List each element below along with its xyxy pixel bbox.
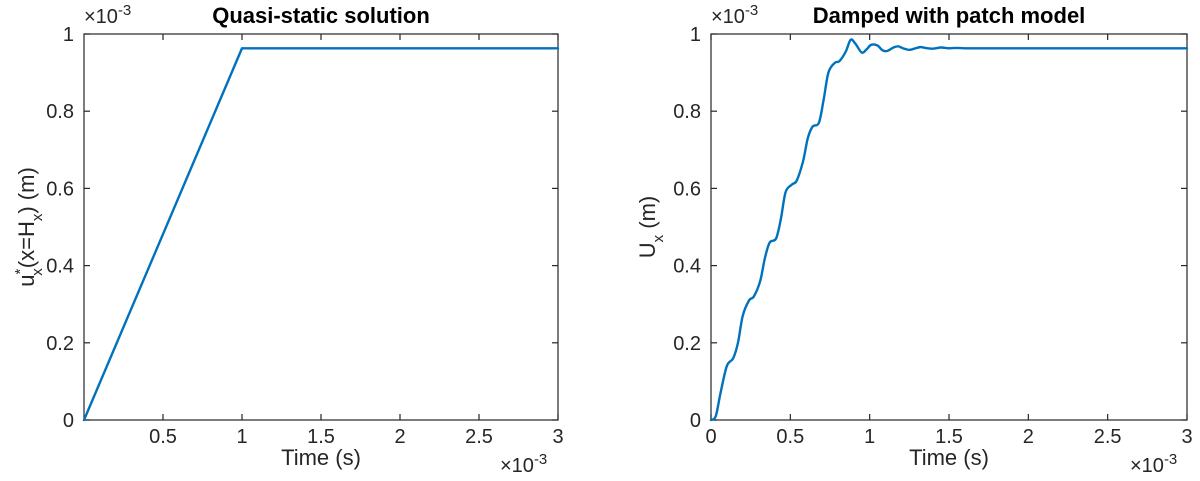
y-tick-label: 0.4 bbox=[46, 256, 74, 278]
y-tick-label: 1 bbox=[690, 24, 701, 46]
plot-area bbox=[83, 33, 559, 421]
y-tick-label: 0.4 bbox=[673, 256, 701, 278]
chart-title: Damped with patch model bbox=[813, 3, 1086, 28]
x-tick-label: 2.5 bbox=[1094, 426, 1122, 448]
x-tick-labels: 0.5 1 1.5 2 2.5 3 bbox=[149, 426, 563, 448]
y-tick-label: 0 bbox=[690, 410, 701, 432]
x-tick-label: 1 bbox=[864, 426, 875, 448]
x-tick-labels: 0 0.5 1 1.5 2 2.5 3 bbox=[705, 426, 1192, 448]
y-tick-labels: 0 0.2 0.4 0.6 0.8 1 bbox=[673, 24, 701, 432]
chart-damped-patch: Damped with patch model 0 0.5 1 1.5 2 2.5 3 00… bbox=[635, 2, 1193, 477]
tick-marks bbox=[710, 33, 1188, 421]
y-tick-label: 0 bbox=[63, 410, 74, 432]
x-tick-label: 3 bbox=[552, 426, 563, 448]
x-exponent-label: ×10-3 bbox=[1130, 451, 1177, 477]
y-tick-label: 0.8 bbox=[673, 101, 701, 123]
y-tick-label: 0.6 bbox=[46, 178, 74, 200]
x-tick-label: 1 bbox=[236, 426, 247, 448]
x-axis-label: Time (s) bbox=[909, 445, 989, 470]
x-tick-label: 1.5 bbox=[307, 426, 335, 448]
series-line bbox=[82, 47, 560, 422]
y-tick-label: 0.2 bbox=[46, 333, 74, 355]
y-axis-label: u*x(x=Hx) (m) bbox=[12, 167, 46, 287]
x-tick-label: 0.5 bbox=[149, 426, 177, 448]
x-tick-label: 3 bbox=[1181, 426, 1192, 448]
series-line bbox=[709, 38, 1189, 422]
y-exponent-label: ×10-3 bbox=[84, 2, 131, 28]
plot-area bbox=[710, 33, 1188, 421]
y-axis-label: Ux (m) bbox=[635, 196, 667, 258]
x-tick-label: 0.5 bbox=[776, 426, 804, 448]
y-tick-label: 0.6 bbox=[673, 178, 701, 200]
y-exponent-label: ×10-3 bbox=[711, 2, 758, 28]
x-axis-label: Time (s) bbox=[281, 445, 361, 470]
y-tick-label: 0.2 bbox=[673, 333, 701, 355]
y-tick-label: 0.8 bbox=[46, 101, 74, 123]
x-tick-label: 0 bbox=[705, 426, 716, 448]
x-tick-label: 2 bbox=[394, 426, 405, 448]
y-tick-labels: 0 0.2 0.4 0.6 0.8 1 bbox=[46, 24, 74, 432]
tick-marks bbox=[84, 33, 559, 421]
x-exponent-label: ×10-3 bbox=[500, 451, 547, 477]
chart-quasi-static: Quasi-static solution 0.5 1 1.5 2 2.5 3 00.20… bbox=[12, 2, 564, 477]
x-tick-label: 1.5 bbox=[935, 426, 963, 448]
chart-title: Quasi-static solution bbox=[212, 3, 430, 28]
x-tick-label: 2 bbox=[1023, 426, 1034, 448]
y-tick-label: 1 bbox=[63, 24, 74, 46]
x-tick-label: 2.5 bbox=[465, 426, 493, 448]
